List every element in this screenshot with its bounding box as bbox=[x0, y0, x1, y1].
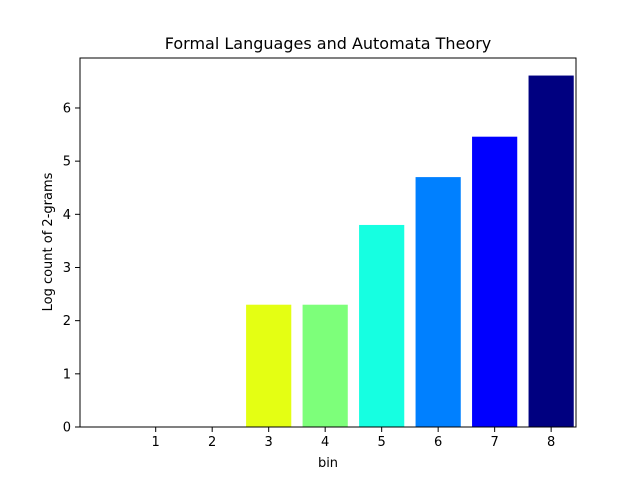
x-tick-label: 1 bbox=[152, 435, 160, 450]
bars bbox=[246, 75, 574, 427]
bar-8 bbox=[528, 75, 574, 427]
chart-title: Formal Languages and Automata Theory bbox=[165, 34, 492, 53]
x-tick-label: 7 bbox=[491, 435, 499, 450]
x-axis-label: bin bbox=[318, 456, 338, 471]
y-tick-label: 0 bbox=[63, 421, 71, 436]
bar-6 bbox=[415, 177, 461, 427]
x-tick-label: 2 bbox=[208, 435, 216, 450]
y-axis-ticks: 0 1 2 3 4 5 6 bbox=[63, 101, 80, 436]
y-tick-label: 1 bbox=[63, 367, 71, 382]
y-tick-label: 3 bbox=[63, 261, 71, 276]
x-axis-ticks: 1 2 3 4 5 6 7 8 bbox=[152, 427, 555, 450]
bar-7 bbox=[472, 136, 518, 427]
x-tick-label: 8 bbox=[547, 435, 555, 450]
x-tick-label: 5 bbox=[378, 435, 386, 450]
y-axis-label: Log count of 2-grams bbox=[41, 172, 56, 311]
y-tick-label: 4 bbox=[63, 208, 71, 223]
x-tick-label: 3 bbox=[265, 435, 273, 450]
y-tick-label: 2 bbox=[63, 314, 71, 329]
bar-5 bbox=[359, 224, 405, 427]
plot-frame bbox=[79, 57, 577, 428]
y-tick-label: 5 bbox=[63, 155, 71, 170]
y-tick-label: 6 bbox=[63, 101, 71, 116]
bar-3 bbox=[246, 304, 292, 427]
x-tick-label: 4 bbox=[321, 435, 329, 450]
x-tick-label: 6 bbox=[434, 435, 442, 450]
bar-4 bbox=[302, 304, 348, 427]
